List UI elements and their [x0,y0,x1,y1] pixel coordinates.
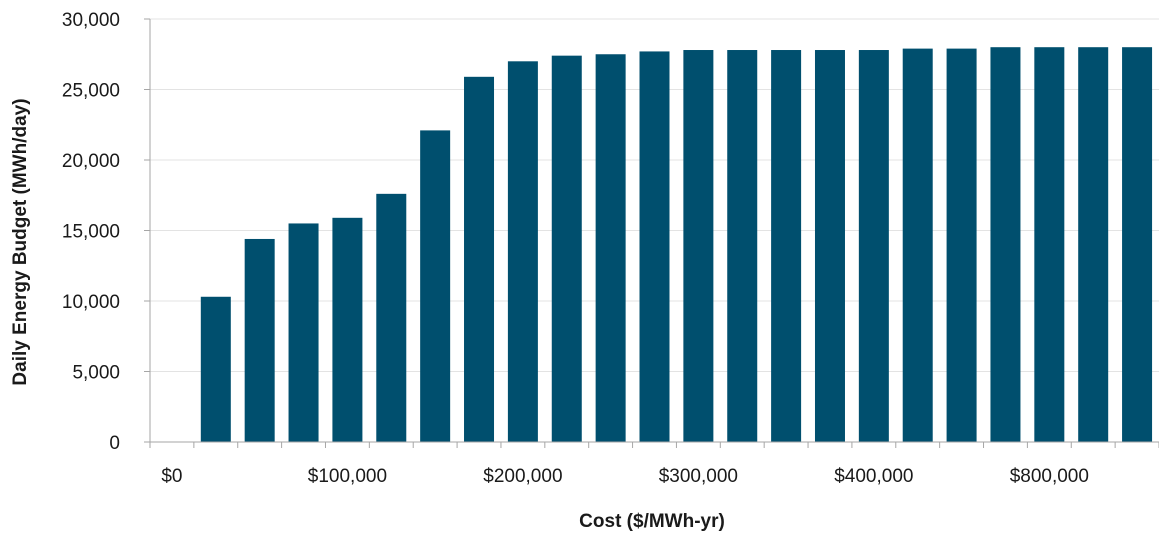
x-tick-label: $200,000 [483,466,562,487]
y-tick-label: 25,000 [62,81,120,102]
y-tick-label: 10,000 [62,292,120,313]
axes [144,18,1159,448]
y-tick-label: 15,000 [62,222,120,243]
bar [683,50,714,443]
x-axis-tick-labels: $0 $100,000 $200,000 $300,000 $400,000 $800,0… [161,466,1089,487]
bar-series [200,47,1153,443]
bar [595,54,626,442]
bar [1034,47,1065,442]
bar [858,50,889,443]
bar [727,50,758,443]
bar [814,50,845,443]
x-tick-label: $300,000 [659,466,738,487]
bar [464,76,495,442]
bar [1078,47,1109,442]
bar [200,296,231,442]
bar [902,48,933,443]
bar [376,193,407,442]
y-tick-label: 30,000 [62,10,120,31]
bar [332,217,363,442]
bar [551,55,582,442]
y-tick-label: 5,000 [72,363,120,384]
bar [1122,47,1153,442]
y-axis-title: Daily Energy Budget (MWh/day) [10,98,31,385]
bar [420,130,451,442]
x-tick-label: $800,000 [1010,466,1089,487]
y-tick-label: 0 [109,433,120,454]
x-tick-label: $100,000 [308,466,387,487]
bar [990,47,1021,442]
bar [946,48,977,443]
bar [507,61,538,443]
bar [639,51,670,443]
bar [771,50,802,443]
y-tick-label: 20,000 [62,151,120,172]
y-axis-tick-labels: 0 5,000 10,000 15,000 20,000 25,000 30,000 [62,10,120,454]
bar [244,238,275,442]
x-tick-label: $400,000 [834,466,913,487]
bar [288,223,319,442]
x-tick-label: $0 [161,466,182,487]
x-axis-title: Cost ($/MWh-yr) [579,511,725,532]
